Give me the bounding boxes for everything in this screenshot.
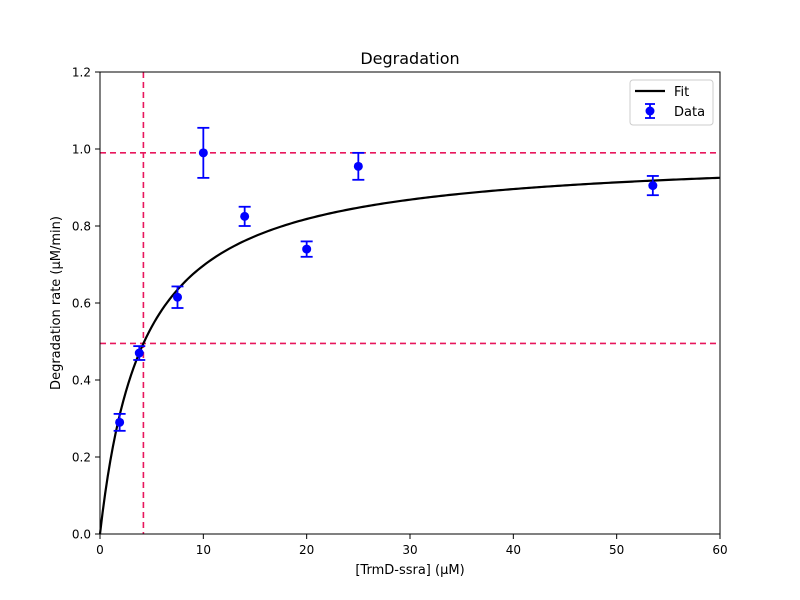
data-point (197, 126, 210, 179)
data-marker (134, 348, 144, 358)
data-marker (353, 161, 363, 171)
data-point (238, 205, 251, 227)
x-tick-label: 40 (506, 543, 521, 557)
data-marker (173, 292, 182, 302)
data-marker (240, 211, 250, 221)
y-tick-label: 0.2 (72, 451, 91, 465)
y-axis-label: Degradation rate (µM/min) (49, 216, 64, 390)
fit-curve (98, 176, 721, 535)
data-point (646, 175, 659, 197)
x-axis-label: [TrmD-ssra] (µM) (355, 563, 464, 578)
data-marker (648, 181, 658, 191)
data-marker (115, 417, 125, 427)
plot-area (98, 72, 721, 535)
legend-data-label: Data (674, 105, 705, 120)
chart-title: Degradation (360, 49, 459, 68)
y-tick-label: 1.2 (72, 66, 91, 80)
data-marker (198, 148, 208, 158)
data-point (171, 285, 184, 309)
x-tick-label: 30 (402, 543, 417, 557)
y-tick-label: 1.0 (72, 143, 91, 157)
y-tick-label: 0.4 (72, 374, 91, 388)
legend-fit-label: Fit (674, 85, 689, 100)
x-tick-label: 50 (609, 543, 624, 557)
data-point (133, 345, 146, 361)
x-axis: 0 10 20 30 40 50 60 (96, 534, 728, 557)
y-tick-label: 0.6 (72, 297, 91, 311)
y-axis: 0.0 0.2 0.4 0.6 0.8 1.0 1.2 (72, 66, 100, 542)
x-tick-label: 10 (196, 543, 211, 557)
data-point (352, 151, 365, 181)
y-tick-label: 0.0 (72, 528, 91, 542)
legend: Fit Data (629, 79, 714, 126)
data-marker (302, 244, 312, 254)
data-point (113, 412, 126, 432)
data-point (300, 240, 313, 258)
x-tick-label: 60 (712, 543, 727, 557)
y-tick-label: 0.8 (72, 220, 91, 234)
legend-data-swatch (645, 103, 655, 119)
x-tick-label: 20 (299, 543, 314, 557)
x-tick-label: 0 (96, 543, 104, 557)
